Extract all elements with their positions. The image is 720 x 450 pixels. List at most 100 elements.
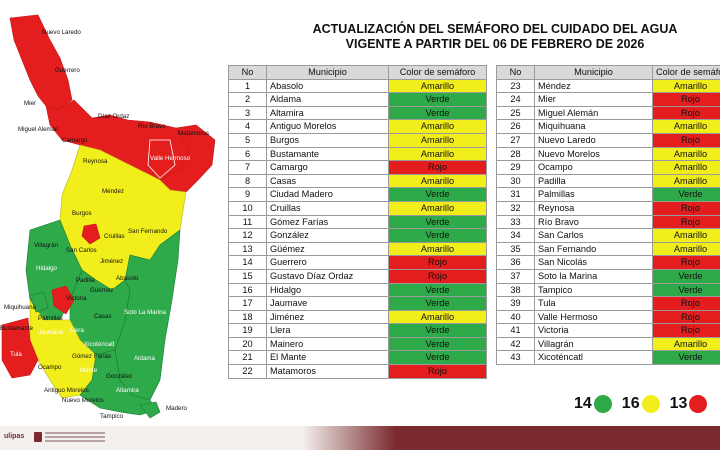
row-municipio: Valle Hermoso (534, 309, 653, 325)
table-row: 30 Padilla Amarillo (496, 173, 720, 189)
row-municipio: Abasolo (266, 78, 389, 94)
row-status: Verde (388, 336, 487, 352)
row-status: Rojo (652, 214, 720, 230)
row-status: Verde (388, 105, 487, 121)
row-number: 25 (496, 105, 535, 121)
count-rojo: 13 (670, 395, 708, 413)
row-status: Amarillo (388, 119, 487, 134)
row-status: Verde (652, 282, 720, 298)
table-row: 41 Victoria Rojo (496, 323, 720, 338)
table-row: 36 San Nicolás Rojo (496, 255, 720, 270)
row-number: 10 (228, 200, 267, 216)
row-municipio: Ciudad Madero (266, 187, 389, 202)
tamaulipas-map: Nuevo Laredo Guerrero Mier Díaz Ordaz Mi… (0, 0, 225, 430)
map-label: Altamira (116, 387, 139, 394)
footer-bar: ulipas (0, 426, 720, 450)
table-row: 39 Tula Rojo (496, 296, 720, 311)
row-status: Amarillo (652, 336, 720, 352)
row-number: 23 (496, 78, 535, 94)
row-municipio: Padilla (534, 173, 653, 189)
table-header-row: No Municipio Color de semáforo (228, 65, 487, 80)
row-number: 16 (228, 282, 267, 298)
row-status: Amarillo (652, 160, 720, 175)
row-municipio: Bustamante (266, 146, 389, 162)
row-municipio: Hidalgo (266, 282, 389, 298)
map-label: Antiguo Morelos (44, 387, 89, 394)
row-municipio: González (266, 228, 389, 243)
row-number: 9 (228, 187, 267, 202)
map-label: Matamoros (178, 130, 209, 137)
row-number: 20 (228, 336, 267, 352)
table-row: 33 Río Bravo Rojo (496, 214, 720, 230)
table-row: 28 Nuevo Morelos Amarillo (496, 146, 720, 162)
row-status: Amarillo (652, 78, 720, 94)
row-number: 32 (496, 200, 535, 216)
row-number: 21 (228, 350, 267, 366)
region-san-nicolas (81, 223, 101, 245)
map-label: Nuevo Morelos (62, 397, 104, 404)
row-municipio: Palmillas (534, 187, 653, 202)
row-number: 28 (496, 146, 535, 162)
row-municipio: Miquihuana (534, 119, 653, 134)
table-row: 35 San Fernando Amarillo (496, 241, 720, 257)
row-number: 36 (496, 255, 535, 270)
map-label: Xicoténcatl (84, 341, 114, 348)
table-row: 16 Hidalgo Verde (228, 282, 487, 298)
row-number: 27 (496, 132, 535, 148)
count-amarillo: 16 (622, 395, 660, 413)
row-number: 13 (228, 241, 267, 257)
table-row: 25 Miguel Alemán Rojo (496, 105, 720, 121)
row-status: Verde (388, 350, 487, 366)
row-municipio: Antiguo Morelos (266, 119, 389, 134)
semaforo-table-left: No Municipio Color de semáforo 1 Abasolo A… (228, 65, 487, 379)
table-row: 42 Villagrán Amarillo (496, 336, 720, 352)
row-number: 15 (228, 268, 267, 284)
row-municipio: Nuevo Laredo (534, 132, 653, 148)
row-municipio: Xicoténcatl (534, 350, 653, 366)
row-municipio: San Nicolás (534, 255, 653, 270)
row-municipio: Villagrán (534, 336, 653, 352)
table-row: 2 Aldama Verde (228, 92, 487, 107)
header-municipio: Municipio (534, 65, 653, 80)
row-status: Amarillo (388, 309, 487, 325)
map-label: Guerrero (55, 67, 80, 74)
table-row: 14 Guerrero Rojo (228, 255, 487, 270)
row-status: Rojo (652, 132, 720, 148)
count-value: 13 (669, 395, 688, 412)
row-municipio: San Carlos (534, 228, 653, 243)
header-no: No (228, 65, 267, 80)
row-municipio: Guerrero (266, 255, 389, 270)
row-municipio: Aldama (266, 92, 389, 107)
table-header-row: No Municipio Color de semáforo (496, 65, 720, 80)
table-row: 4 Antiguo Morelos Amarillo (228, 119, 487, 134)
row-status: Amarillo (388, 132, 487, 148)
map-label: Reynosa (83, 158, 108, 165)
map-label: Güémez (90, 287, 113, 294)
region-center-green (69, 269, 131, 356)
map-label: Tampico (100, 413, 124, 420)
table-row: 12 González Verde (228, 228, 487, 243)
row-status: Rojo (652, 255, 720, 270)
table-row: 26 Miquihuana Amarillo (496, 119, 720, 134)
map-label: Aldama (134, 355, 156, 362)
row-municipio: El Mante (266, 350, 389, 366)
map-label: Tula (10, 351, 22, 358)
row-status: Amarillo (652, 119, 720, 134)
table-row: 8 Casas Amarillo (228, 173, 487, 189)
page-title: ACTUALIZACIÓN DEL SEMÁFORO DEL CUIDADO D… (300, 22, 690, 52)
row-number: 29 (496, 160, 535, 175)
row-municipio: Tampico (534, 282, 653, 298)
map-label: Miquihuana (4, 304, 37, 311)
row-number: 26 (496, 119, 535, 134)
row-municipio: Llera (266, 323, 389, 338)
region-victoria (51, 285, 75, 315)
table-row: 32 Reynosa Rojo (496, 200, 720, 216)
table-row: 24 Mier Rojo (496, 92, 720, 107)
row-number: 11 (228, 214, 267, 230)
row-municipio: Soto la Marina (534, 268, 653, 284)
map-label: Padilla (76, 277, 95, 284)
row-municipio: Gómez Farías (266, 214, 389, 230)
map-label: Nuevo Laredo (42, 29, 81, 36)
map-label: Río Bravo (138, 123, 166, 130)
row-status: Rojo (652, 92, 720, 107)
